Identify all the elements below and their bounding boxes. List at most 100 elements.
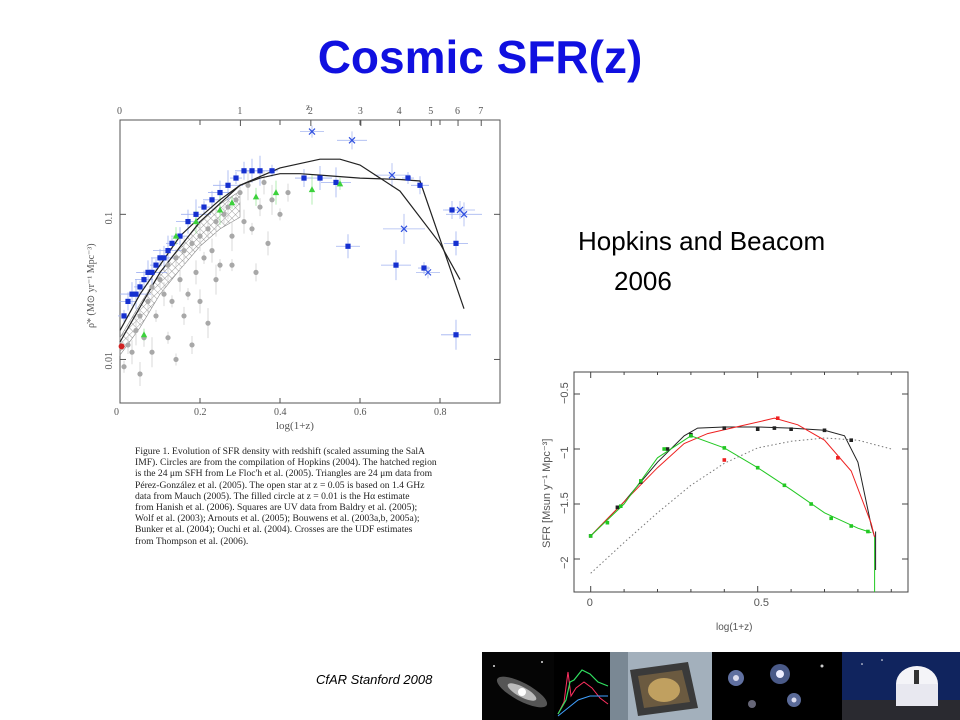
square-point [141,277,147,283]
circle-point [169,298,175,305]
circle-point [201,255,207,261]
top-tick-label: 7 [478,106,483,117]
square-point [249,168,255,174]
observatory-image [842,652,960,720]
black-marker [665,447,670,451]
cross-point [308,128,316,136]
square-point [301,175,307,181]
circle-point [205,320,211,326]
circle-point [133,327,139,334]
credit-authors: Hopkins and Beacom [578,226,826,256]
circle-point [245,182,251,188]
square-point [241,168,247,174]
caption-line: Pérez-González et al. (2005). The open s… [135,479,425,491]
caption-line: Bunker et al. (2004); Ouchi et al. (2004… [135,524,413,536]
cross-point [460,210,468,218]
square-point [453,332,459,338]
circle-point [269,197,275,203]
square-point [125,298,131,305]
square-point [157,255,163,261]
circle-point [189,342,195,348]
axes: 0 0.5 −0.5 −1 −1.5 −2 [559,372,908,609]
green-marker [689,434,693,438]
figure-caption: Figure 1. Evolution of SFR density with … [135,446,505,547]
triangle-point [192,218,200,225]
triangle-point [252,193,260,200]
circle-point [165,335,171,341]
top-tick-label: 5 [428,106,433,117]
green-marker [809,502,813,506]
circle-point [225,204,231,210]
circle-point [277,211,283,217]
circle-point [261,179,267,186]
x-tick-label: 0.8 [434,407,447,418]
fit-lines [119,158,465,343]
red-marker [722,458,727,462]
y-tick-label: −1 [559,446,571,459]
caption-line: from Hanish et al. (2006). Squares are U… [135,502,418,514]
circle-point [137,313,143,319]
square-point [449,207,455,213]
square-point [209,197,215,203]
caption-line: from Thompson et al. (2006). [135,535,249,547]
triangle-point [336,180,344,187]
square-point [333,179,339,186]
green-marker [662,447,666,451]
circle-point [193,269,199,275]
cross-point [424,268,432,276]
square-point [417,182,423,188]
circle-point [161,291,167,297]
square-point [233,175,239,181]
x-tick-label: 0.6 [354,407,367,418]
square-point [225,182,231,188]
red-marker [775,416,780,420]
triangle-point [140,331,148,338]
top-tick-label: 2 [308,106,313,117]
green-marker [605,520,610,525]
square-point [201,204,207,210]
footer-text: CfAR Stanford 2008 [316,672,433,687]
photo-strip [482,652,960,720]
cross-point [388,171,396,179]
circle-point [173,356,179,363]
top-tick-label: 4 [397,106,402,117]
black-marker [789,427,793,431]
slide-title: Cosmic SFR(z) [317,31,643,83]
y-tick-label: −2 [559,556,571,569]
circle-point [145,298,151,305]
top-axis-label: z [306,102,310,112]
square-point [121,313,127,319]
red-curve [590,417,876,538]
square-point [149,269,155,275]
black-marker [722,426,727,430]
fit-line [119,158,461,343]
circle-point [233,197,239,203]
green-marker [618,504,623,508]
circle-point [265,240,271,246]
triangle-point [228,199,236,206]
circle-point [285,189,291,196]
circle-point [125,342,131,348]
circle-point [209,248,215,254]
black-marker [772,426,777,430]
green-marker [722,446,727,450]
circle-point [213,218,219,225]
square-point [317,175,323,181]
square-point [421,265,427,271]
circle-point [173,255,179,261]
y-axis-label: SFR [Msun y⁻¹ Mpc⁻³] [541,439,553,548]
square-point [165,248,171,254]
galaxy-image [482,652,554,720]
axes: 0 0.2 0.4 0.6 0.8 0 1 2 3 4 5 6 7 0.01 0.1 [104,106,500,418]
fit-line [119,173,465,331]
caption-line: data from Mauch (2005). The filled circl… [135,490,410,502]
caption-line: Figure 1. Evolution of SFR density with … [135,446,425,457]
black-marker [615,505,620,510]
circle-point [189,240,195,246]
square-point [405,175,411,181]
circle-point [229,233,235,239]
circle-point [165,262,171,268]
square-point [177,233,183,239]
model-points [588,416,870,538]
green-marker [588,534,593,538]
